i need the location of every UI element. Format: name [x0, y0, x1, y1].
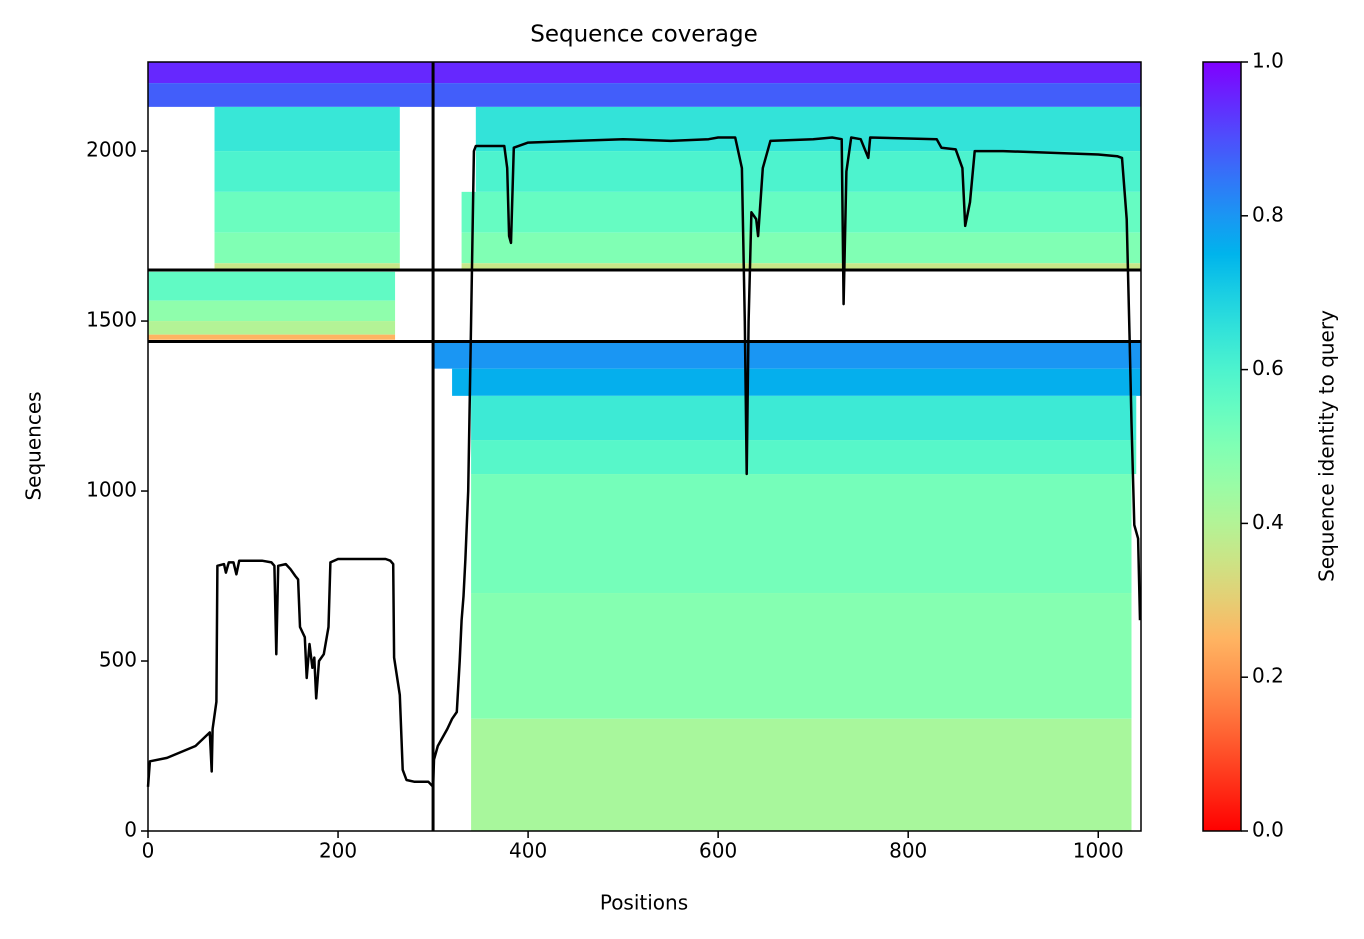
- heatmap-band: [214, 191, 400, 233]
- heatmap-band: [461, 232, 1141, 264]
- plot-frame: [147, 61, 1142, 832]
- heatmap-band: [471, 718, 1132, 831]
- colorbar-label: Sequence identity to query: [1315, 310, 1339, 582]
- heatmap-band: [475, 151, 1142, 192]
- x-tick-label: 600: [699, 839, 737, 863]
- heatmap-band: [461, 263, 1141, 271]
- heatmap-band: [433, 341, 1141, 369]
- heatmap-band: [214, 232, 400, 264]
- colorbar-tick-label: 1.0: [1252, 49, 1284, 73]
- chart-title: Sequence coverage: [530, 22, 758, 48]
- x-tick-label: 1000: [1073, 839, 1124, 863]
- heatmap-band: [433, 62, 1141, 84]
- heatmap-band: [471, 593, 1132, 719]
- heatmap-band: [214, 106, 400, 152]
- colorbar: [1202, 61, 1242, 832]
- heatmap-band: [471, 474, 1132, 594]
- coverage-line: [146, 136, 1142, 789]
- x-tick-label: 400: [509, 839, 547, 863]
- colorbar-tick-label: 0.6: [1252, 356, 1284, 380]
- heatmap-band: [148, 62, 434, 84]
- heatmap-band: [452, 368, 1142, 396]
- heatmap-band: [433, 83, 1141, 107]
- heatmap-band: [471, 440, 1137, 475]
- y-tick-label: 0: [124, 818, 137, 842]
- heatmap-band: [214, 263, 400, 271]
- colorbar-tick-label: 0.0: [1252, 818, 1284, 842]
- x-tick-label: 0: [142, 839, 155, 863]
- x-tick-label: 200: [319, 839, 357, 863]
- x-tick-label: 800: [889, 839, 927, 863]
- y-axis-label: Sequences: [22, 391, 46, 500]
- y-tick-label: 500: [99, 648, 137, 672]
- heatmap-band: [148, 321, 396, 335]
- x-axis-label: Positions: [600, 891, 688, 915]
- heatmap-band: [471, 395, 1137, 441]
- y-tick-label: 2000: [86, 138, 137, 162]
- heatmap-band: [148, 83, 434, 107]
- y-tick-label: 1500: [86, 308, 137, 332]
- colorbar-tick-label: 0.2: [1252, 664, 1284, 688]
- heatmap-band: [148, 334, 396, 340]
- y-tick-label: 1000: [86, 478, 137, 502]
- heatmap-band: [475, 106, 1142, 152]
- colorbar-tick-label: 0.4: [1252, 510, 1284, 534]
- heatmap-band: [461, 191, 1141, 233]
- colorbar-tick-label: 0.8: [1252, 202, 1284, 226]
- heatmap-band: [148, 300, 396, 322]
- heatmap-band: [214, 151, 400, 192]
- heatmap-band: [148, 271, 396, 301]
